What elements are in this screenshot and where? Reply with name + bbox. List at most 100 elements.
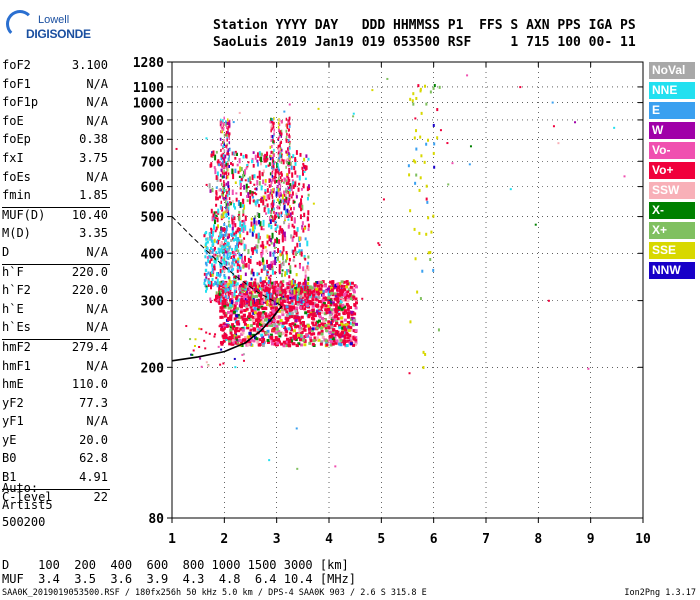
- echo-point: [300, 198, 303, 203]
- echo-point: [228, 154, 231, 158]
- echo-point: [291, 299, 294, 303]
- echo-point: [343, 331, 347, 335]
- echo-point: [334, 465, 337, 468]
- echo-point: [272, 219, 275, 223]
- echo-point: [329, 298, 332, 301]
- legend-entry: Vo+: [649, 162, 695, 179]
- echo-point: [231, 261, 234, 265]
- echo-point: [230, 162, 233, 165]
- echo-point: [270, 214, 272, 218]
- echo-point: [239, 221, 242, 227]
- echo-point: [242, 173, 245, 179]
- echo-point: [271, 294, 274, 300]
- param-value: 4.91: [79, 470, 108, 485]
- echo-point: [221, 282, 225, 286]
- echo-point: [265, 276, 268, 281]
- echo-point: [228, 148, 231, 152]
- echo-point: [249, 181, 252, 184]
- echo-point: [246, 335, 250, 339]
- echo-point: [288, 178, 291, 182]
- echo-point: [287, 294, 290, 301]
- echo-point: [242, 226, 245, 233]
- echo-point: [299, 202, 302, 209]
- echo-point: [300, 330, 304, 334]
- echo-point: [269, 333, 273, 337]
- echo-point: [302, 164, 305, 168]
- echo-point: [217, 159, 220, 164]
- auto-scaling-info: Auto: Artist5 500200: [2, 480, 53, 531]
- logo-arc-icon: [6, 10, 34, 38]
- echo-point: [238, 158, 241, 164]
- echo-point: [238, 215, 241, 222]
- param-name: yF1: [2, 414, 24, 429]
- echo-point: [228, 247, 231, 251]
- echo-point: [331, 330, 335, 334]
- echo-point: [425, 184, 428, 188]
- echo-point: [251, 247, 254, 252]
- echo-point: [295, 150, 298, 155]
- echo-point: [289, 336, 293, 340]
- echo-point: [232, 121, 235, 124]
- footer-version: Ion2Png 1.3.17: [624, 588, 696, 598]
- echo-point: [307, 261, 310, 265]
- echo-point: [215, 175, 218, 180]
- echo-point: [283, 326, 287, 330]
- echo-point: [260, 261, 263, 266]
- echo-point: [234, 258, 237, 262]
- echo-point: [269, 297, 272, 303]
- echo-point: [289, 204, 291, 208]
- echo-point: [260, 287, 264, 291]
- echo-point: [223, 223, 226, 227]
- echo-point: [295, 290, 299, 294]
- echo-point: [285, 314, 289, 318]
- param-name: h`F2: [2, 283, 31, 298]
- echo-point: [291, 172, 294, 178]
- echo-point: [278, 147, 280, 151]
- echo-point: [306, 289, 309, 294]
- echo-point: [288, 312, 292, 316]
- echo-point: [228, 197, 231, 201]
- echo-point: [257, 305, 261, 309]
- echo-point: [223, 325, 227, 329]
- echo-point: [226, 193, 229, 197]
- echo-point: [205, 263, 208, 267]
- echo-point: [229, 286, 232, 290]
- echo-point: [280, 140, 283, 144]
- echo-point: [303, 285, 306, 292]
- echo-point: [262, 338, 266, 342]
- echo-point: [327, 301, 331, 305]
- echo-point: [329, 343, 333, 347]
- echo-point: [262, 179, 265, 185]
- echo-point: [347, 328, 351, 332]
- echo-point: [244, 225, 247, 231]
- echo-point: [223, 260, 226, 264]
- echo-point: [222, 152, 225, 156]
- echo-point: [327, 326, 331, 330]
- echo-point: [236, 260, 239, 264]
- echo-point: [304, 311, 308, 315]
- echo-point: [338, 342, 342, 346]
- echo-point: [325, 343, 329, 347]
- echo-point: [259, 291, 263, 295]
- echo-point: [216, 284, 219, 288]
- echo-point: [437, 328, 440, 332]
- echo-point: [224, 154, 227, 159]
- param-value: 220.0: [71, 283, 108, 298]
- echo-point: [278, 283, 282, 287]
- echo-point: [245, 292, 249, 296]
- echo-point: [282, 300, 285, 303]
- x-tick-label: 6: [430, 532, 438, 547]
- echo-point: [236, 326, 239, 329]
- echo-point: [574, 121, 577, 124]
- echo-point: [220, 241, 223, 245]
- echo-point: [236, 313, 240, 317]
- echo-point: [246, 323, 250, 327]
- echo-point: [281, 331, 285, 335]
- echo-point: [311, 304, 315, 308]
- echo-point: [232, 341, 235, 344]
- echo-point: [272, 202, 275, 206]
- echo-point: [273, 207, 275, 211]
- echo-point: [229, 317, 233, 321]
- echo-point: [258, 260, 261, 266]
- echo-point: [210, 280, 213, 287]
